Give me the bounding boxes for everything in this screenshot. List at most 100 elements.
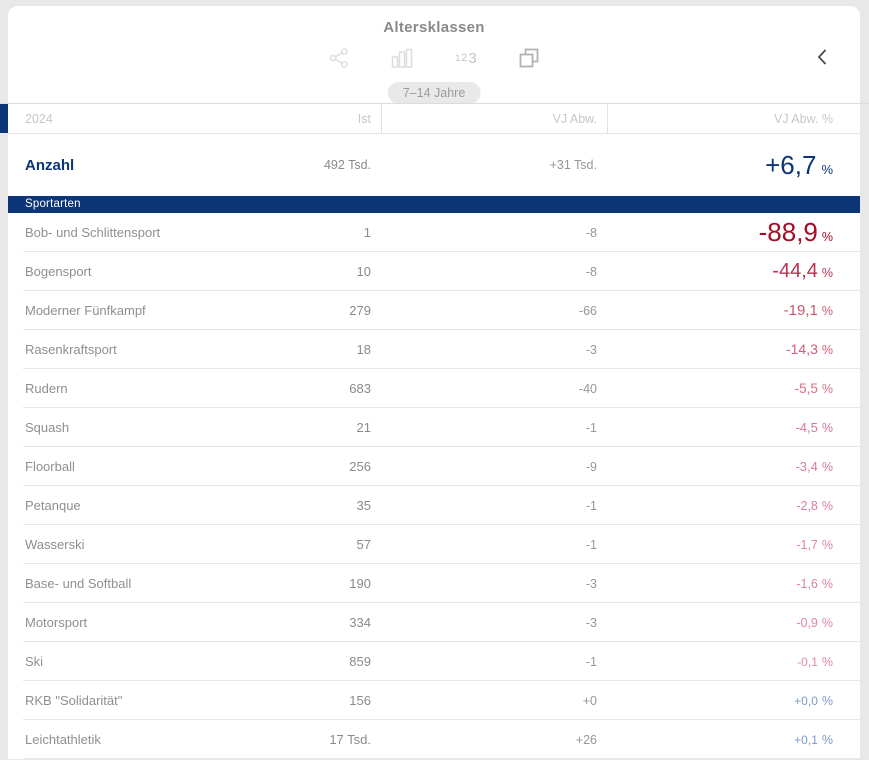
pct-unit: % — [821, 266, 833, 280]
sport-label: Squash — [25, 420, 70, 435]
pct-unit: % — [821, 732, 833, 747]
pct-value: +0,0 — [794, 693, 818, 708]
abw-value: -1 — [585, 420, 597, 435]
ist-value: 683 — [349, 381, 371, 396]
table-row[interactable]: Bogensport 10 -8 -44,4% — [8, 252, 860, 291]
table-row[interactable]: Base- und Softball 190 -3 -1,6% — [8, 564, 860, 603]
pct-value: -5,5 — [794, 380, 818, 396]
sport-label: Rasenkraftsport — [25, 342, 117, 357]
column-header-vj-abw: VJ Abw. — [381, 104, 607, 133]
table-row[interactable]: RKB "Solidarität" 156 +0 +0,0% — [8, 681, 860, 720]
ist-value: 17 Tsd. — [329, 732, 371, 747]
abw-value: -8 — [585, 225, 597, 240]
pct-unit: % — [821, 303, 833, 318]
table-header-row: 2024 Ist VJ Abw. VJ Abw. % — [0, 104, 860, 134]
ist-value: 21 — [356, 420, 371, 435]
kpi-pct-value: +6,7 — [765, 149, 817, 180]
pct-value: -14,3 — [785, 340, 818, 357]
abw-value: -40 — [578, 381, 597, 396]
column-header-vj-abw-pct: VJ Abw. % — [607, 104, 860, 133]
abw-value: -3 — [585, 342, 597, 357]
abw-value: -3 — [585, 615, 597, 630]
kpi-ist-value: 492 Tsd. — [323, 158, 371, 172]
abw-value: -1 — [585, 654, 597, 669]
sport-label: Leichtathletik — [25, 732, 101, 747]
sport-label: Petanque — [25, 498, 81, 513]
pct-unit: % — [821, 459, 833, 474]
pct-unit: % — [821, 342, 833, 357]
section-header-sportarten: Sportarten — [8, 196, 860, 213]
sport-label: Bob- und Schlittensport — [25, 225, 161, 240]
sport-label: Motorsport — [25, 615, 88, 630]
table-row[interactable]: Leichtathletik 17 Tsd. +26 +0,1% — [8, 720, 860, 759]
ist-value: 57 — [356, 537, 371, 552]
pct-value: -1,7 — [796, 537, 818, 552]
pct-value: -4,5 — [795, 419, 818, 435]
sport-label: Floorball — [25, 459, 75, 474]
year-accent-bar — [0, 104, 8, 133]
kpi-pct-unit: % — [821, 161, 833, 177]
header-divider — [0, 103, 869, 104]
ist-value: 156 — [349, 693, 371, 708]
sport-label: RKB "Solidarität" — [25, 693, 123, 708]
abw-value: -9 — [585, 459, 597, 474]
pct-value: -3,4 — [795, 458, 818, 474]
abw-value: -1 — [585, 498, 597, 513]
pct-unit: % — [821, 381, 833, 396]
bar-chart-icon[interactable] — [391, 48, 413, 68]
table-row[interactable]: Rasenkraftsport 18 -3 -14,3% — [8, 330, 860, 369]
pct-value: -19,1 — [783, 301, 818, 319]
abw-value: -66 — [578, 303, 597, 318]
abw-value: -1 — [585, 537, 597, 552]
pct-unit: % — [821, 654, 833, 669]
pct-value: -2,8 — [796, 498, 818, 513]
ist-value: 1 — [363, 225, 371, 240]
sport-label: Base- und Softball — [25, 576, 132, 591]
abw-value: -8 — [585, 264, 597, 279]
pct-unit: % — [821, 230, 833, 244]
table-row[interactable]: Squash 21 -1 -4,5% — [8, 408, 860, 447]
sport-label: Rudern — [25, 381, 68, 396]
abw-value: +26 — [575, 732, 597, 747]
table-row[interactable]: Ski 859 -1 -0,1% — [8, 642, 860, 681]
table-row[interactable]: Motorsport 334 -3 -0,9% — [8, 603, 860, 642]
page-title: Altersklassen — [383, 19, 485, 36]
table-row[interactable]: Floorball 256 -9 -3,4% — [8, 447, 860, 486]
kpi-row-anzahl[interactable]: Anzahl 492 Tsd. +31 Tsd. +6,7% — [8, 134, 860, 196]
table-row[interactable]: Moderner Fünfkampf 279 -66 -19,1% — [8, 291, 860, 330]
ist-value: 190 — [349, 576, 371, 591]
sport-label: Ski — [25, 654, 44, 669]
abw-value: -3 — [585, 576, 597, 591]
collapse-chevron-left-icon[interactable] — [816, 48, 828, 66]
table-row[interactable]: Wasserski 57 -1 -1,7% — [8, 525, 860, 564]
pct-value: -44,4 — [772, 260, 818, 282]
share-icon[interactable] — [329, 48, 349, 68]
kpi-abw-value: +31 Tsd. — [549, 158, 597, 172]
abw-value: +0 — [582, 693, 597, 708]
pct-unit: % — [821, 693, 833, 708]
copy-icon[interactable] — [519, 48, 539, 68]
pct-value: -88,9 — [758, 217, 818, 247]
pct-unit: % — [821, 537, 833, 552]
ist-value: 35 — [356, 498, 371, 513]
table-body: Bob- und Schlittensport 1 -8 -88,9% Boge… — [8, 213, 860, 759]
ist-value: 256 — [349, 459, 371, 474]
pct-unit: % — [821, 576, 833, 591]
year-label: 2024 — [25, 111, 53, 126]
pct-unit: % — [821, 498, 833, 513]
table-row[interactable]: Rudern 683 -40 -5,5% — [8, 369, 860, 408]
kpi-label: Anzahl — [25, 156, 75, 174]
pct-unit: % — [821, 615, 833, 630]
pct-value: +0,1 — [794, 732, 818, 747]
pct-value: -0,1 — [797, 654, 818, 669]
sport-label: Wasserski — [25, 537, 85, 552]
table-row[interactable]: Petanque 35 -1 -2,8% — [8, 486, 860, 525]
pct-value: -1,6 — [796, 576, 818, 591]
table-row[interactable]: Bob- und Schlittensport 1 -8 -88,9% — [8, 213, 860, 252]
pct-value: -0,9 — [796, 615, 818, 630]
column-header-ist: Ist — [357, 111, 371, 126]
age-filter-chip[interactable]: 7–14 Jahre — [387, 82, 481, 104]
